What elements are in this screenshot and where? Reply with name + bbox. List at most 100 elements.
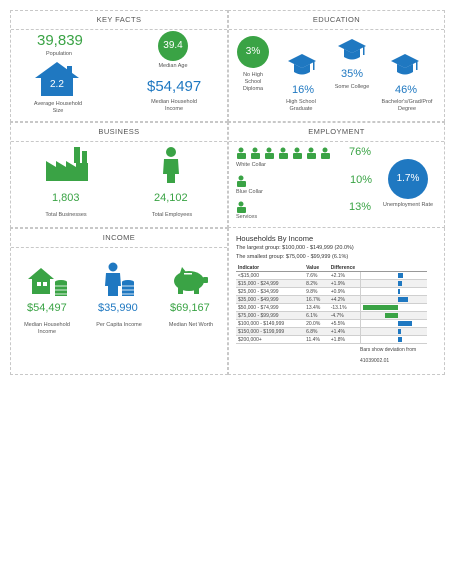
piggy-bank-icon: [174, 267, 208, 294]
household-size-label: Average Household Size: [33, 101, 83, 114]
employees-label: Total Employees: [151, 212, 193, 218]
households-largest: The largest group: $100,000 - $149,999 (…: [236, 245, 354, 251]
table-row: $200,000+ 11.4% +1.8%: [236, 335, 427, 344]
difference-cell: +1.4%: [328, 327, 361, 336]
header-bar: [360, 264, 427, 272]
hs-label: High School Graduate: [286, 99, 316, 112]
deviation-bar-cell: [359, 335, 427, 344]
indicator-cell: $75,000 - $99,999: [236, 311, 305, 320]
header-indicator: Indicator: [236, 264, 305, 272]
services-label: Services: [236, 214, 258, 220]
median-age-label: Median Age: [158, 63, 188, 69]
white-collar-value: 76%: [349, 146, 372, 158]
key-facts-title: KEY FACTS: [11, 11, 227, 30]
difference-cell: +1.9%: [328, 279, 361, 288]
hs-value: 16%: [292, 84, 315, 96]
house-icon: [35, 62, 79, 96]
services-value: 13%: [349, 201, 372, 213]
difference-cell: +4.2%: [328, 295, 361, 304]
income-panel: INCOME: [10, 228, 228, 375]
value-cell: 6.1%: [304, 311, 329, 320]
employment-panel: EMPLOYMENT: [228, 122, 445, 228]
indicator-cell: $15,000 - $24,999: [236, 279, 305, 288]
graduation-cap-icon-college: [338, 39, 366, 60]
table-row: $150,000 - $199,999 6.8% +1.4%: [236, 327, 427, 336]
business-panel: BUSINESS: [10, 122, 228, 228]
deviation-bar: [397, 329, 402, 334]
services-icon: [237, 201, 246, 213]
no-hs-value: 3%: [245, 46, 261, 57]
per-capita-label: Per Capita Income: [96, 322, 142, 328]
employment-title: EMPLOYMENT: [229, 123, 444, 142]
median-income-value: $54,497: [147, 78, 202, 95]
value-cell: 13.4%: [304, 303, 329, 312]
unemployment-circle: 1.7%: [388, 159, 428, 199]
income-title: INCOME: [11, 229, 227, 248]
value-cell: 8.2%: [304, 279, 329, 288]
value-cell: 7.6%: [304, 271, 329, 280]
deviation-bar-cell: [359, 327, 427, 336]
blue-collar-value: 10%: [350, 174, 373, 186]
per-capita-value: $35,990: [98, 302, 138, 314]
bachelor-value: 46%: [395, 84, 418, 96]
difference-cell: +5.5%: [328, 319, 361, 328]
deviation-bar-cell: [359, 319, 427, 328]
deviation-bar: [397, 297, 409, 302]
businesses-value: 1,803: [52, 192, 80, 204]
graduation-cap-icon-hs: [288, 54, 316, 75]
employees-value: 24,102: [154, 192, 188, 204]
net-worth-value: $69,167: [170, 302, 210, 314]
population-label: Population: [46, 51, 72, 57]
graduation-cap-icon-bachelor: [391, 54, 419, 75]
no-hs-label: No High School Diploma: [242, 72, 264, 92]
difference-cell: +2.1%: [328, 271, 361, 280]
deviation-bar: [363, 305, 398, 310]
median-income-label: Median Household Income: [151, 99, 197, 112]
unemployment-label: Unemployment Rate: [382, 202, 434, 208]
indicator-cell: $200,000+: [236, 335, 305, 344]
businesses-label: Total Businesses: [45, 212, 87, 218]
key-facts-panel: KEY FACTS: [10, 10, 228, 122]
difference-cell: +0.9%: [328, 287, 361, 296]
deviation-bar-cell: [359, 279, 427, 288]
table-row: $35,000 - $49,999 16.7% +4.2%: [236, 295, 427, 304]
median-household-value: $54,497: [27, 302, 67, 314]
median-age-circle: 39.4: [158, 31, 188, 61]
indicator-cell: $25,000 - $34,999: [236, 287, 305, 296]
deviation-bar: [385, 313, 398, 318]
deviation-bar: [397, 273, 403, 278]
deviation-bar-cell: [359, 295, 427, 304]
value-cell: 9.8%: [304, 287, 329, 296]
factory-icon: [46, 147, 88, 181]
households-panel: [228, 228, 445, 375]
value-cell: 16.7%: [304, 295, 329, 304]
table-row: $15,000 - $24,999 8.2% +1.9%: [236, 279, 427, 288]
value-cell: 6.8%: [304, 327, 329, 336]
blue-collar-icon: [237, 175, 246, 187]
deviation-bar-cell: [359, 303, 427, 312]
net-worth-label: Median Net Worth: [168, 322, 214, 328]
white-collar-icon: [237, 147, 330, 159]
value-cell: 20.0%: [304, 319, 329, 328]
deviation-bar-cell: [359, 271, 427, 280]
unemployment-value: 1.7%: [396, 173, 420, 184]
header-difference: Difference: [328, 264, 361, 272]
college-label: Some College: [334, 84, 370, 90]
table-row: $25,000 - $34,999 9.8% +0.9%: [236, 287, 427, 296]
difference-cell: -13.1%: [328, 303, 361, 312]
deviation-bar: [397, 281, 403, 286]
household-size-value: 2.2: [50, 79, 64, 90]
households-note: Bars show deviation from: [360, 347, 417, 353]
table-row: $50,000 - $74,999 13.4% -13.1%: [236, 303, 427, 312]
difference-cell: +1.8%: [328, 335, 361, 344]
table-row: <$15,000 7.6% +2.1%: [236, 271, 427, 280]
education-title: EDUCATION: [229, 11, 444, 30]
indicator-cell: <$15,000: [236, 271, 305, 280]
blue-collar-label: Blue Collar: [236, 189, 263, 195]
business-title: BUSINESS: [11, 123, 227, 142]
median-household-label: Median Household Income: [24, 322, 70, 335]
indicator-cell: $50,000 - $74,999: [236, 303, 305, 312]
education-panel: EDUCATION: [228, 10, 445, 122]
table-header-row: Indicator Value Difference: [236, 264, 427, 272]
table-row: $100,000 - $149,999 20.0% +5.5%: [236, 319, 427, 328]
